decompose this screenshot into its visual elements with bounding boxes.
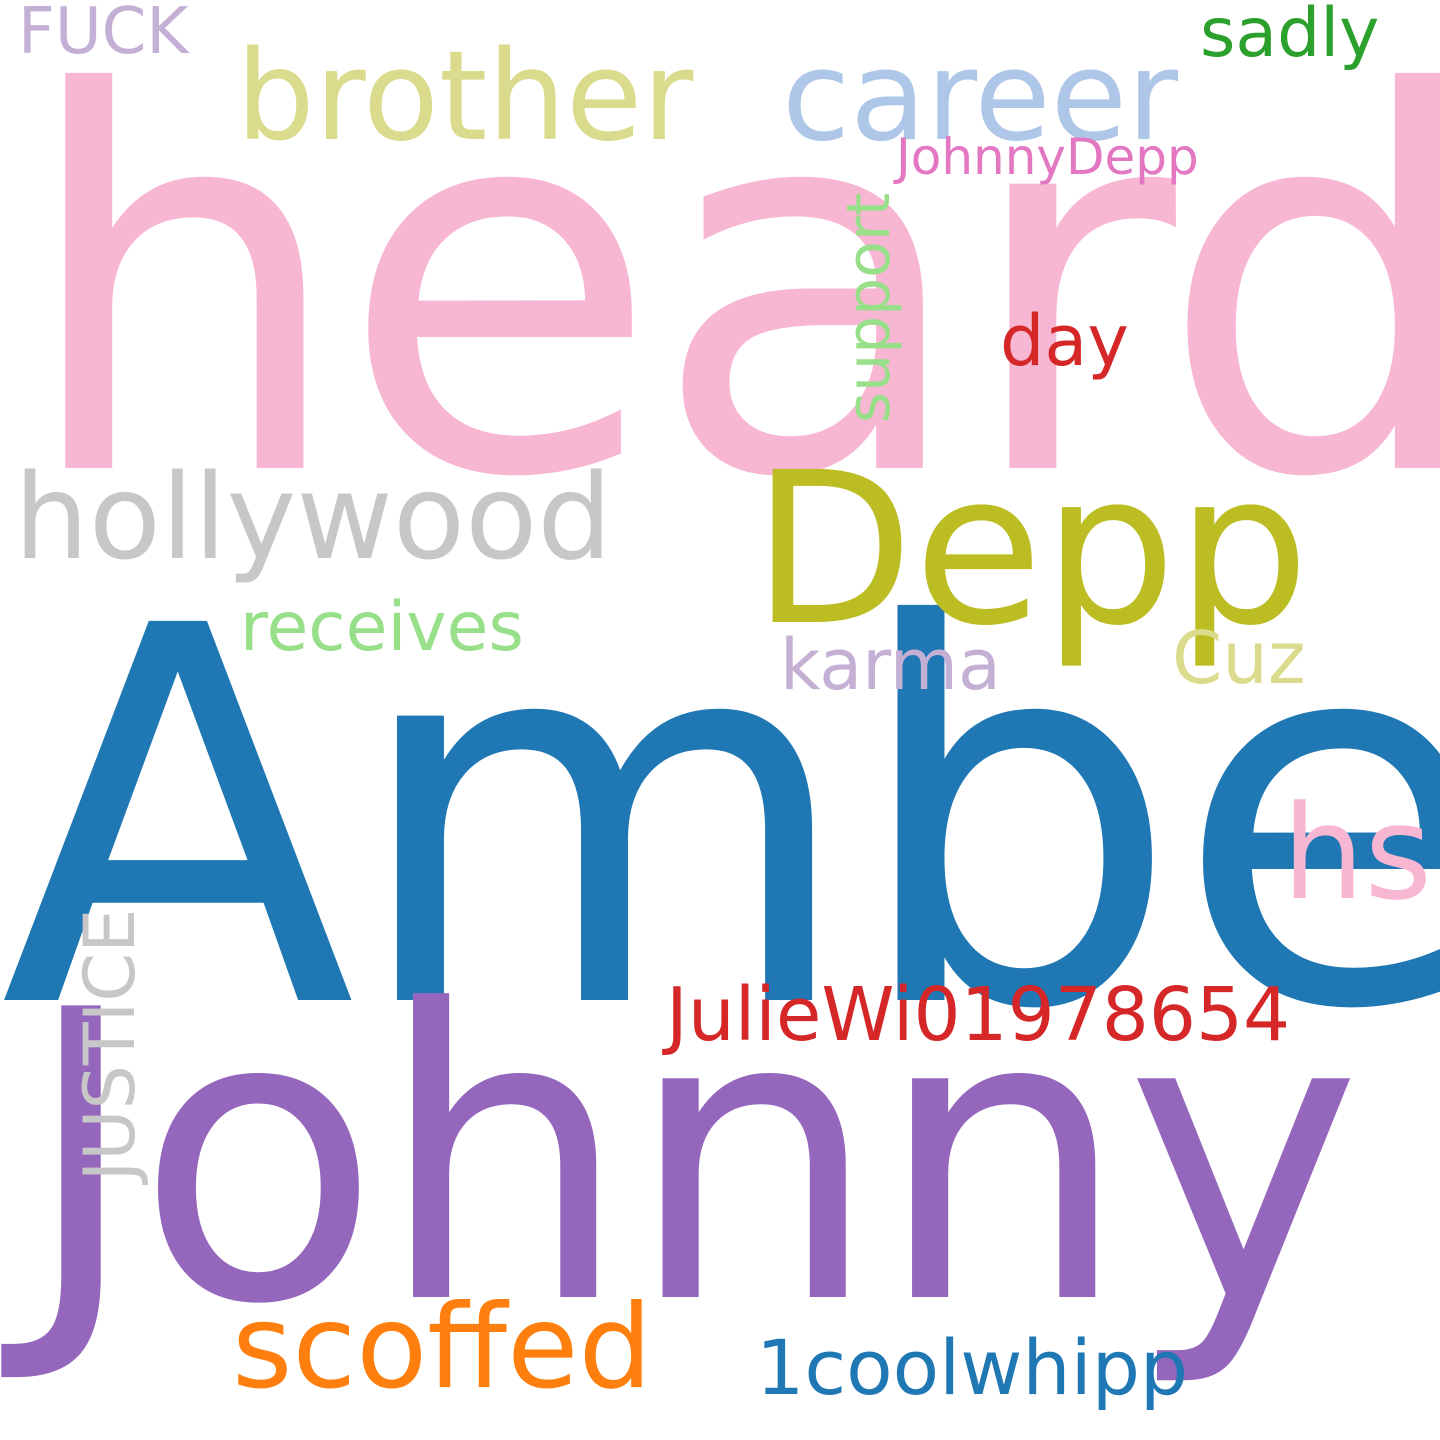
word-brother: brother xyxy=(236,25,694,169)
word-karma: karma xyxy=(780,624,1001,706)
word-1coolwhipp: 1coolwhipp xyxy=(756,1323,1189,1412)
word-career: career xyxy=(782,25,1178,169)
word-day: day xyxy=(1000,300,1129,382)
word-cuz: Cuz xyxy=(1172,616,1306,700)
word-hollywood: hollywood xyxy=(14,448,613,586)
word-juliewi01978654: JulieWi01978654 xyxy=(666,972,1291,1058)
word-fuck: FUCK xyxy=(18,0,189,69)
word-johnny: Johnny xyxy=(22,927,1362,1392)
word-justice: JUSTICE xyxy=(69,908,151,1182)
word-heard: heard xyxy=(18,0,1440,591)
word-support: support xyxy=(834,192,904,424)
word-johnnydepp: JohnnyDepp xyxy=(896,128,1199,186)
word-receives: receives xyxy=(240,588,524,667)
word-hs: hs xyxy=(1282,777,1433,929)
word-scoffed: scoffed xyxy=(232,1280,653,1415)
word-depp: Depp xyxy=(752,427,1310,672)
word-amber: Amber xyxy=(0,517,1440,1123)
word-sadly: sadly xyxy=(1200,0,1380,73)
